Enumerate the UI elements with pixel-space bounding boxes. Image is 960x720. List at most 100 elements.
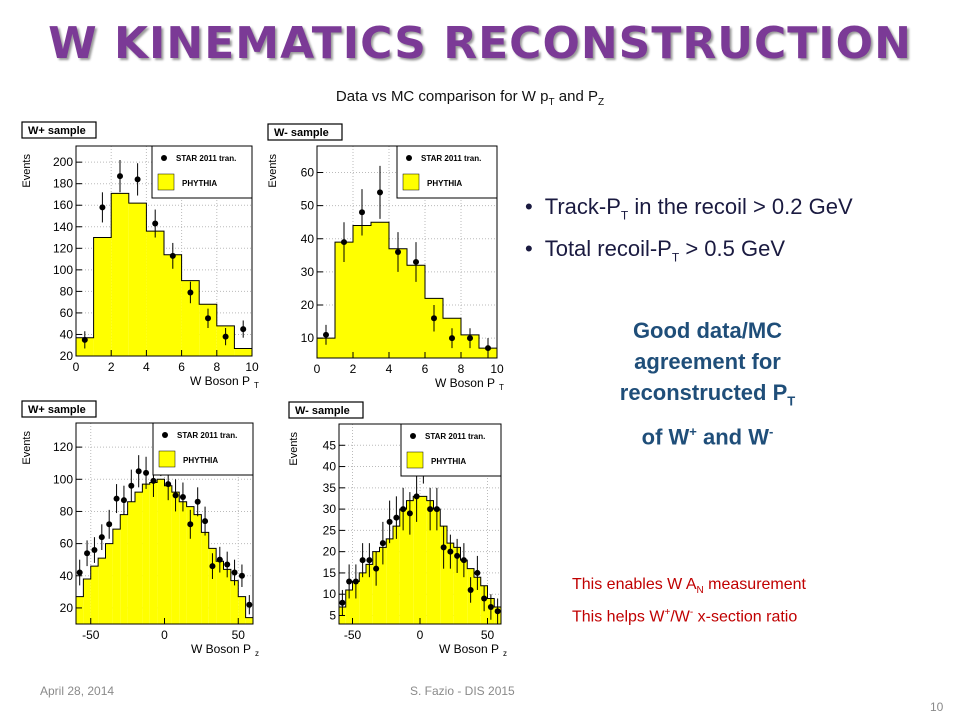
- legend-mc-label: PHYTHIA: [183, 456, 218, 465]
- y-tick-label: 40: [301, 232, 315, 246]
- y-tick-label: 50: [301, 199, 315, 213]
- data-point: [143, 469, 150, 476]
- data-point: [433, 506, 440, 513]
- data-point: [346, 578, 353, 585]
- data-point: [222, 333, 229, 340]
- data-point: [359, 209, 365, 216]
- y-tick-label: 40: [60, 327, 74, 341]
- mc-bar: [317, 338, 335, 358]
- data-point: [106, 521, 113, 528]
- mc-bar: [440, 526, 447, 624]
- legend-data-label: STAR 2011 tran.: [176, 154, 236, 163]
- sample-label: W+ sample: [28, 125, 86, 137]
- data-point: [179, 493, 186, 500]
- x-tick-label: 50: [232, 628, 246, 642]
- data-point: [366, 557, 373, 564]
- mc-bar: [413, 496, 420, 624]
- data-point: [494, 608, 501, 615]
- data-point: [150, 477, 157, 484]
- y-tick-label: 120: [53, 440, 73, 454]
- data-point: [359, 557, 366, 564]
- y-tick-label: 25: [323, 523, 337, 537]
- x-axis-title: W Boson P: [191, 642, 251, 656]
- data-point: [194, 498, 201, 505]
- data-point: [113, 495, 120, 502]
- mc-bar: [389, 248, 407, 358]
- mc-bar: [186, 506, 194, 624]
- cut-list: Track-PT in the recoil > 0.2 GeV Total r…: [525, 190, 853, 275]
- mc-bar: [98, 558, 106, 624]
- data-point: [117, 173, 123, 180]
- x-axis-title: W Boson P: [439, 642, 499, 656]
- mc-bar: [149, 482, 158, 624]
- data-point: [454, 552, 461, 559]
- data-point: [202, 518, 209, 525]
- data-point: [341, 239, 347, 246]
- y-axis-title: Events: [21, 154, 33, 188]
- legend-data-marker: [161, 155, 167, 161]
- histogram-plot: W+ sample STAR 2011 tran. PHYTHIA 0 2 4 6 8 10 20…: [21, 121, 259, 390]
- mc-bar: [335, 242, 353, 358]
- mc-bar: [120, 514, 128, 624]
- mc-bar: [164, 485, 172, 624]
- y-tick-label: 30: [301, 265, 315, 279]
- plot-w-minus-pz: W- sample STAR 2011 tran. PHYTHIA -50 0 50 5 10…: [288, 401, 507, 658]
- y-tick-label: 80: [60, 284, 74, 298]
- y-axis-title: Events: [288, 432, 300, 466]
- mc-bar: [157, 479, 165, 624]
- y-tick-label: 60: [301, 166, 315, 180]
- y-tick-label: 40: [323, 460, 337, 474]
- data-point: [238, 572, 245, 579]
- legend-data-marker: [410, 433, 416, 439]
- mc-bar: [164, 254, 182, 356]
- mc-bar: [366, 564, 373, 624]
- mc-bar: [453, 547, 461, 624]
- x-tick-label: 4: [143, 360, 150, 374]
- data-point: [413, 258, 419, 265]
- data-point: [427, 506, 434, 513]
- mc-bar: [142, 484, 150, 624]
- legend-mc-swatch: [402, 173, 420, 191]
- slide-subtitle: Data vs MC comparison for W pT and PZ: [335, 88, 605, 108]
- mc-bar: [407, 265, 425, 358]
- y-tick-label: 120: [53, 241, 73, 255]
- y-tick-label: 40: [60, 569, 74, 583]
- data-point: [379, 540, 386, 547]
- y-tick-label: 100: [53, 263, 73, 277]
- sample-label-box: [21, 400, 97, 418]
- mc-bar: [223, 569, 231, 624]
- y-tick-label: 140: [53, 220, 73, 234]
- mc-bar: [433, 509, 441, 624]
- mc-outline: [75, 478, 254, 624]
- mc-bar: [406, 500, 414, 624]
- mc-bar: [426, 500, 434, 624]
- legend-data-label: STAR 2011 tran.: [421, 154, 481, 163]
- data-point: [81, 336, 88, 343]
- legend-data-label: STAR 2011 tran.: [177, 431, 237, 440]
- data-point: [76, 569, 83, 576]
- data-point: [460, 557, 467, 564]
- mc-bar: [199, 304, 217, 356]
- mc-bar: [234, 348, 252, 356]
- plot-w-plus-pz: W+ sample STAR 2011 tran. PHYTHIA -50 0 50 20 4…: [21, 400, 259, 658]
- data-point: [487, 603, 494, 610]
- data-point: [431, 315, 437, 322]
- y-tick-label: 160: [53, 198, 73, 212]
- data-point: [172, 492, 179, 499]
- data-point: [323, 331, 329, 338]
- legend-mc-label: PHYTHIA: [427, 179, 462, 188]
- x-tick-label: 0: [417, 628, 424, 642]
- mc-bar: [111, 193, 129, 356]
- x-tick-label: 0: [161, 628, 168, 642]
- x-axis-title-subscript: z: [255, 649, 259, 658]
- legend-data-marker: [162, 432, 168, 438]
- plot-w-plus-pt: W+ sample STAR 2011 tran. PHYTHIA 0 2 4 6 8 10 20…: [21, 121, 259, 390]
- mc-bar: [83, 578, 91, 624]
- mc-bar: [245, 617, 253, 624]
- y-tick-label: 100: [53, 472, 73, 486]
- x-tick-label: 10: [245, 360, 259, 374]
- data-point: [481, 595, 488, 602]
- data-point: [440, 544, 447, 551]
- y-tick-label: 45: [323, 438, 337, 452]
- mc-bar: [420, 496, 427, 624]
